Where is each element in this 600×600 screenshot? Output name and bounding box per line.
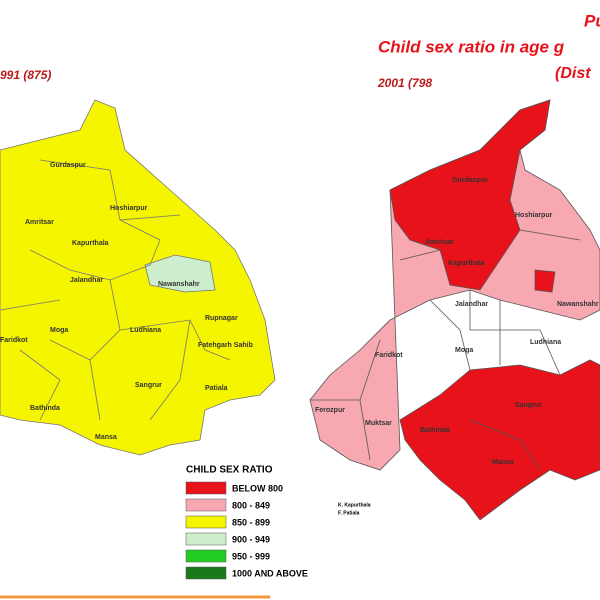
legend-swatch xyxy=(185,549,227,563)
legend-swatch xyxy=(185,515,227,529)
district-label: Rupnagar xyxy=(205,315,238,322)
legend-title: CHILD SEX RATIO xyxy=(186,465,273,476)
legend-label: 1000 AND ABOVE xyxy=(232,568,308,578)
district-label: Ferozpur xyxy=(315,407,345,414)
legend-label: BELOW 800 xyxy=(232,483,283,493)
district-label: Moga xyxy=(50,327,68,334)
legend-swatch xyxy=(185,566,227,580)
legend-swatch xyxy=(185,532,227,546)
legend-swatch xyxy=(185,481,227,495)
district-label: Jalandhar xyxy=(70,277,103,284)
district-label: Sangrur xyxy=(515,402,542,409)
note: K. Kapurthala xyxy=(338,502,371,508)
district-label: Nawanshahr xyxy=(158,281,200,288)
district-label: Faridkot xyxy=(375,352,403,359)
district-label: Mansa xyxy=(95,434,117,441)
title: Child sex ratio in age g xyxy=(378,37,565,56)
legend-label: 950 - 999 xyxy=(232,551,270,561)
district-label: Amritsar xyxy=(425,239,454,246)
district-label: Patiala xyxy=(205,385,228,392)
district-label: Hoshiarpur xyxy=(515,212,553,219)
district-label: Ludhiana xyxy=(130,327,161,334)
district-label: Nawanshahr xyxy=(557,301,599,308)
legend-swatch xyxy=(185,498,227,512)
year-label: 991 (875) xyxy=(0,68,51,82)
district-label: Moga xyxy=(455,347,473,354)
legend-label: 850 - 899 xyxy=(232,517,270,527)
district-label: Amritsar xyxy=(25,219,54,226)
district-label: Faridkot xyxy=(0,337,28,344)
district-label: Sangrur xyxy=(135,382,162,389)
note: F. Patiala xyxy=(338,510,360,516)
district-label: Bathinda xyxy=(30,405,60,412)
subtitle: (Dist xyxy=(555,65,591,82)
map-1991 xyxy=(0,99,276,456)
district-label: Hoshiarpur xyxy=(110,205,148,212)
legend-label: 800 - 849 xyxy=(232,500,270,510)
district-label: Bathinda xyxy=(420,427,450,434)
district-label: Mansa xyxy=(492,459,514,466)
district-label: Jalandhar xyxy=(455,301,488,308)
legend-label: 900 - 949 xyxy=(232,534,270,544)
district-label: Muktsar xyxy=(365,420,392,427)
district-label: Gurdaspur xyxy=(50,162,86,169)
district-label: Ludhiana xyxy=(530,339,561,346)
year-label: 2001 (798 xyxy=(377,76,432,90)
map-2001 xyxy=(309,99,600,521)
district-label: Gurdaspur xyxy=(452,177,488,184)
district-label: Fatehgarh Sahib xyxy=(198,342,253,349)
district-label: Kapurthala xyxy=(72,240,109,247)
district-label: Kapurthala xyxy=(448,260,485,267)
title-prefix: Pu xyxy=(584,11,600,30)
